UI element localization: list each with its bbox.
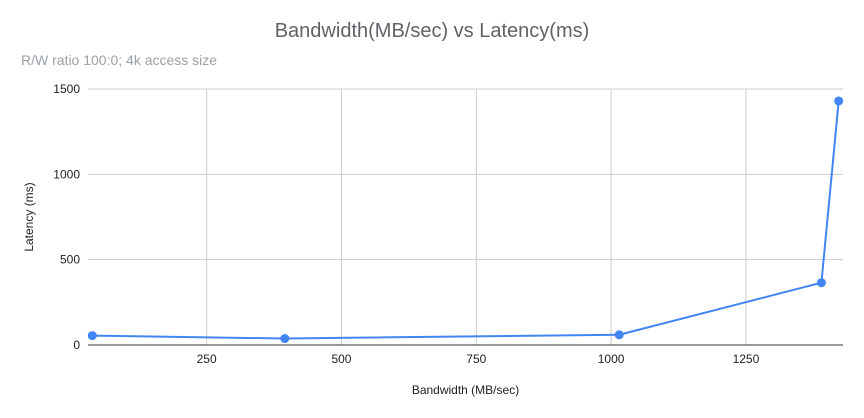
data-point [816,278,826,288]
y-tick-label: 500 [60,253,80,267]
x-tick-label: 750 [466,352,486,366]
y-tick-label: 1500 [53,82,80,96]
chart-title: Bandwidth(MB/sec) vs Latency(ms) [274,20,590,42]
y-tick-label: 1000 [53,167,80,181]
data-point [834,96,844,106]
tick-labels: 0 500 1000 1500 250 500 750 1000 1250 [53,82,759,366]
data-point [87,331,97,341]
x-tick-label: 500 [331,352,351,366]
data-point [614,330,624,340]
x-tick-label: 250 [197,352,217,366]
series-line [92,100,840,340]
series-layer [87,96,844,344]
data-point [280,334,290,344]
y-axis-title: Latency (ms) [22,182,36,251]
x-tick-label: 1250 [733,352,760,366]
chart-subtitle: R/W ratio 100:0; 4k access size [21,52,218,68]
x-axis-title: Bandwidth (MB/sec) [412,383,519,397]
y-tick-label: 0 [73,338,80,352]
x-tick-label: 1000 [598,352,625,366]
